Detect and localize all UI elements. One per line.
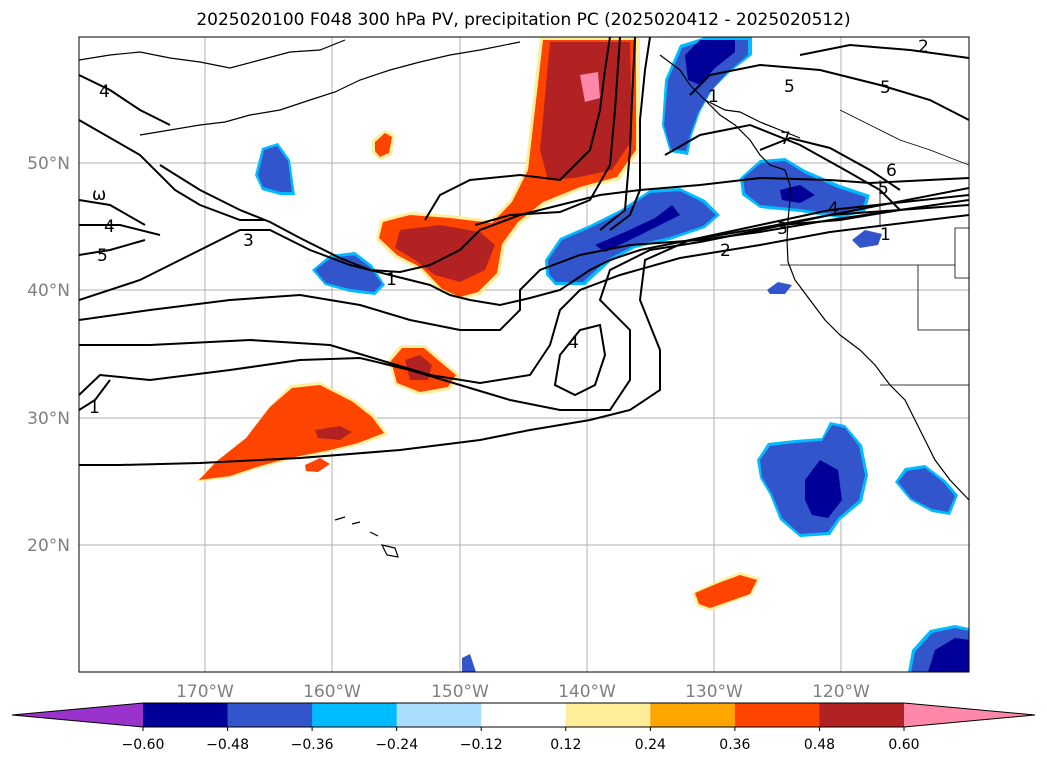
colorbar: −0.60 −0.48 −0.36 −0.24 −0.12 0.12 0.24 0.36 0.4… <box>11 702 1036 753</box>
colorbar-tick-label: 0.48 <box>804 737 835 753</box>
contour-label: 1 <box>89 398 100 418</box>
latitude-axis: 50°N 40°N 30°N 20°N <box>27 154 70 556</box>
negative-anomaly-region <box>255 37 969 672</box>
lon-tick-label: 130°W <box>685 682 743 702</box>
colorbar-tick-label: −0.24 <box>375 737 418 753</box>
coastline <box>79 39 969 558</box>
colorbar-tick-label: 0.36 <box>719 737 750 753</box>
contour-label: 1 <box>880 225 891 245</box>
contour-label: 1 <box>708 87 719 107</box>
contour-label: 6 <box>886 161 897 181</box>
contour-label: 2 <box>720 241 731 261</box>
colorbar-tick-label: 0.60 <box>888 737 919 753</box>
colorbar-tick-label: 0.24 <box>635 737 666 753</box>
colorbar-tick-label: −0.48 <box>206 737 249 753</box>
lat-tick-label: 40°N <box>27 281 70 301</box>
contour-label: 4 <box>104 217 115 237</box>
colorbar-swatch <box>227 703 313 727</box>
colorbar-tick-label: 0.12 <box>550 737 581 753</box>
contour-label: 4 <box>99 82 110 102</box>
longitude-axis: 170°W 160°W 150°W 140°W 130°W 120°W <box>176 682 870 702</box>
contour-label: 4 <box>828 199 839 219</box>
positive-anomaly-region <box>196 37 760 611</box>
contour-label: 7 <box>780 129 791 149</box>
lon-tick-label: 150°W <box>431 682 489 702</box>
contour-label: 2 <box>918 37 929 57</box>
plot-background <box>79 37 969 672</box>
map-title: 2025020100 F048 300 hPa PV, precipitatio… <box>196 10 851 30</box>
contour-label: ω <box>92 185 106 205</box>
lon-tick-label: 170°W <box>176 682 234 702</box>
colorbar-tick-label: −0.36 <box>291 737 334 753</box>
colorbar-extend-max <box>904 703 1035 727</box>
colorbar-swatch <box>143 703 229 727</box>
contour-label: 4 <box>568 333 579 353</box>
contour-label: 1 <box>386 270 397 290</box>
contour-label: 3 <box>243 231 254 251</box>
contour-label: 5 <box>97 246 108 266</box>
gridlines <box>79 37 969 672</box>
contour-label: 3 <box>777 219 788 239</box>
lon-tick-label: 140°W <box>558 682 616 702</box>
colorbar-swatch <box>819 703 905 727</box>
contour-label: 5 <box>878 179 889 199</box>
lat-tick-label: 20°N <box>27 536 70 556</box>
colorbar-swatch <box>481 703 567 727</box>
lat-tick-label: 30°N <box>27 409 70 429</box>
contour-label: 5 <box>784 77 795 97</box>
colorbar-swatch <box>565 703 651 727</box>
pv-contour <box>79 37 969 466</box>
lon-tick-label: 160°W <box>303 682 361 702</box>
colorbar-extend-min <box>12 703 143 727</box>
lat-tick-label: 50°N <box>27 154 70 174</box>
contour-label: 5 <box>880 78 891 98</box>
colorbar-tick-label: −0.60 <box>122 737 165 753</box>
colorbar-swatch <box>312 703 398 727</box>
plot-frame <box>78 36 970 673</box>
colorbar-swatch <box>734 703 820 727</box>
colorbar-swatch <box>650 703 736 727</box>
colorbar-swatch <box>396 703 482 727</box>
lon-tick-label: 120°W <box>812 682 870 702</box>
colorbar-tick-label: −0.12 <box>460 737 503 753</box>
